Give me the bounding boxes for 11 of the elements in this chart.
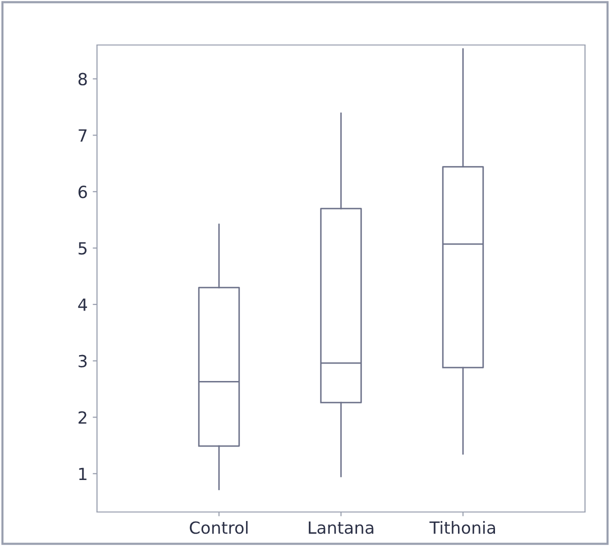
y-tick-label: 4 [78,298,88,311]
y-tick-label: 7 [78,129,87,142]
y-tick-label: 5 [78,242,87,255]
y-tick-label: 1 [79,468,86,480]
x-tick-label: Control [190,521,248,534]
y-tick-label: 8 [78,72,87,86]
x-tick-label: Tithonia [429,521,495,534]
y-tick-label: 6 [78,186,87,198]
y-tick-label: 3 [78,354,87,368]
x-tick-label: Lantana [308,522,374,534]
y-tick-label: 2 [78,411,86,424]
